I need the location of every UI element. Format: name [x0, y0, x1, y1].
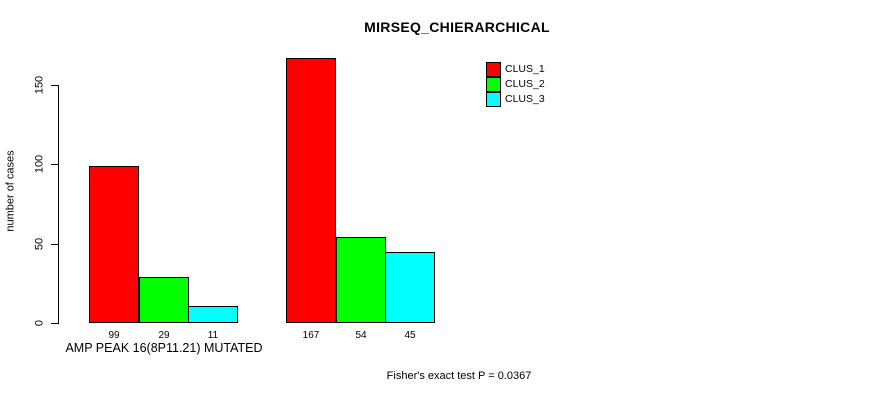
legend-label: CLUS_2 [505, 78, 545, 90]
bar-clus_3-group2 [385, 252, 435, 323]
bar-clus_1-group2 [286, 58, 336, 323]
legend-swatch [486, 62, 501, 77]
y-tick-label: 50 [33, 237, 46, 251]
legend-label: CLUS_1 [505, 63, 545, 75]
y-axis-label: number of cases [4, 150, 17, 232]
bar-value-label: 29 [158, 330, 170, 341]
annotation-text: Fisher's exact test P = 0.0367 [386, 370, 532, 382]
bar-clus_3-group1 [188, 306, 238, 323]
bar-value-label: 54 [355, 330, 367, 341]
bar-clus_2-group1 [139, 277, 189, 323]
y-tick-label: 100 [33, 154, 46, 174]
bar-value-label: 45 [404, 330, 416, 341]
chart-title: MIRSEQ_CHIERARCHICAL [364, 19, 550, 35]
legend-swatch [486, 92, 501, 107]
bar-clus_1-group1 [89, 166, 139, 323]
y-tick-mark [51, 85, 58, 86]
y-tick-label: 150 [33, 75, 46, 95]
y-axis-line [58, 85, 59, 324]
bar-value-label: 167 [302, 330, 320, 341]
y-tick-mark [51, 323, 58, 324]
bar-clus_2-group2 [336, 237, 386, 323]
y-tick-label: 0 [33, 319, 46, 327]
y-tick-mark [51, 244, 58, 245]
legend-swatch [486, 77, 501, 92]
x-axis-label: AMP PEAK 16(8P11.21) MUTATED [65, 341, 263, 355]
bar-value-label: 11 [207, 330, 219, 341]
bar-value-label: 99 [108, 330, 120, 341]
y-tick-mark [51, 164, 58, 165]
legend-label: CLUS_3 [505, 93, 545, 105]
